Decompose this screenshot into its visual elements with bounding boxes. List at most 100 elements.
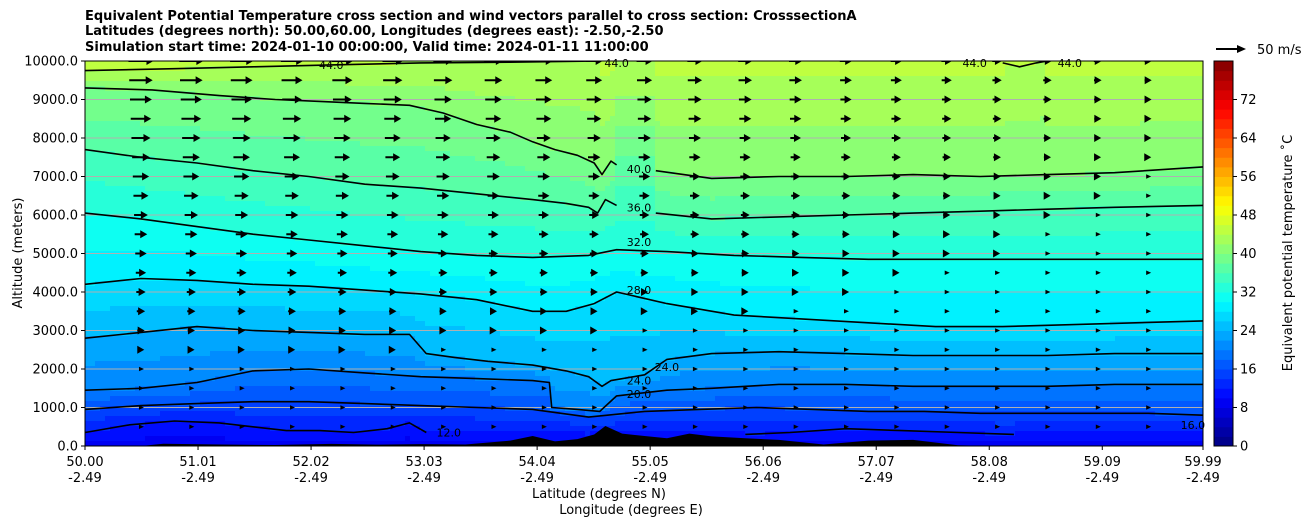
field-cell bbox=[230, 266, 236, 272]
field-cell bbox=[380, 281, 386, 287]
field-cell bbox=[210, 206, 216, 212]
field-cell bbox=[370, 216, 376, 222]
field-cell bbox=[100, 331, 106, 337]
field-cell bbox=[175, 291, 181, 297]
field-cell bbox=[245, 146, 251, 152]
field-cell bbox=[325, 186, 331, 192]
field-cell bbox=[350, 246, 356, 252]
field-cell bbox=[95, 281, 101, 287]
field-cell bbox=[235, 386, 241, 392]
field-cell bbox=[290, 141, 296, 147]
field-cell bbox=[255, 126, 261, 132]
field-cell bbox=[210, 176, 216, 182]
field-cell bbox=[150, 271, 156, 277]
field-cell bbox=[385, 71, 391, 77]
field-cell bbox=[125, 401, 131, 407]
field-cell bbox=[305, 211, 311, 217]
field-cell bbox=[230, 91, 236, 97]
field-cell bbox=[215, 416, 221, 422]
field-cell bbox=[95, 186, 101, 192]
field-cell bbox=[115, 361, 121, 367]
field-cell bbox=[225, 376, 231, 382]
field-cell bbox=[85, 321, 91, 327]
field-cell bbox=[95, 291, 101, 297]
field-cell bbox=[265, 221, 271, 227]
field-cell bbox=[400, 291, 406, 297]
field-cell bbox=[380, 116, 386, 122]
field-cell bbox=[160, 126, 166, 132]
field-cell bbox=[145, 196, 151, 202]
field-cell bbox=[165, 91, 171, 97]
field-cell bbox=[305, 411, 311, 417]
field-cell bbox=[345, 296, 351, 302]
field-cell bbox=[85, 186, 91, 192]
field-cell bbox=[170, 101, 176, 107]
field-cell bbox=[355, 391, 361, 397]
field-cell bbox=[120, 321, 126, 327]
field-cell bbox=[85, 66, 91, 72]
field-cell bbox=[105, 406, 111, 412]
field-cell bbox=[345, 351, 351, 357]
field-cell bbox=[280, 256, 286, 262]
field-cell bbox=[335, 171, 341, 177]
field-cell bbox=[130, 206, 136, 212]
field-cell bbox=[105, 81, 111, 87]
field-cell bbox=[85, 181, 91, 187]
field-cell bbox=[400, 416, 406, 422]
field-cell bbox=[330, 201, 336, 207]
field-cell bbox=[335, 106, 341, 112]
field-cell bbox=[355, 186, 361, 192]
field-cell bbox=[140, 426, 146, 432]
field-cell bbox=[360, 316, 366, 322]
field-cell bbox=[200, 326, 206, 332]
field-cell bbox=[360, 191, 366, 197]
field-cell bbox=[110, 441, 116, 446]
field-cell bbox=[95, 131, 101, 137]
field-cell bbox=[215, 211, 221, 217]
field-cell bbox=[375, 316, 381, 322]
field-cell bbox=[230, 281, 236, 287]
field-cell bbox=[180, 331, 186, 337]
field-cell bbox=[325, 311, 331, 317]
field-cell bbox=[130, 291, 136, 297]
field-cell bbox=[330, 176, 336, 182]
field-cell bbox=[90, 76, 96, 82]
field-cell bbox=[145, 256, 151, 262]
field-cell bbox=[245, 291, 251, 297]
field-cell bbox=[190, 296, 196, 302]
field-cell bbox=[320, 206, 326, 212]
field-cell bbox=[150, 441, 156, 446]
field-cell bbox=[250, 166, 256, 172]
field-cell bbox=[365, 261, 371, 267]
field-cell bbox=[185, 61, 191, 67]
field-cell bbox=[280, 361, 286, 367]
field-cell bbox=[355, 256, 361, 262]
field-cell bbox=[140, 91, 146, 97]
field-cell bbox=[215, 96, 221, 102]
field-cell bbox=[120, 221, 126, 227]
field-cell bbox=[175, 71, 181, 77]
field-cell bbox=[345, 276, 351, 282]
field-cell bbox=[390, 66, 396, 72]
field-cell bbox=[270, 151, 276, 157]
field-cell bbox=[265, 101, 271, 107]
field-cell bbox=[225, 361, 231, 367]
field-cell bbox=[345, 371, 351, 377]
field-cell bbox=[250, 396, 256, 402]
field-cell bbox=[125, 166, 131, 172]
field-cell bbox=[245, 141, 251, 147]
field-cell bbox=[160, 76, 166, 82]
field-cell bbox=[245, 246, 251, 252]
field-cell bbox=[260, 196, 266, 202]
field-cell bbox=[295, 331, 301, 337]
field-cell bbox=[315, 151, 321, 157]
field-cell bbox=[90, 356, 96, 362]
field-cell bbox=[230, 276, 236, 282]
field-cell bbox=[370, 71, 376, 77]
field-cell bbox=[190, 206, 196, 212]
field-cell bbox=[220, 391, 226, 397]
field-cell bbox=[325, 96, 331, 102]
field-cell bbox=[240, 316, 246, 322]
field-cell bbox=[95, 256, 101, 262]
field-cell bbox=[315, 186, 321, 192]
